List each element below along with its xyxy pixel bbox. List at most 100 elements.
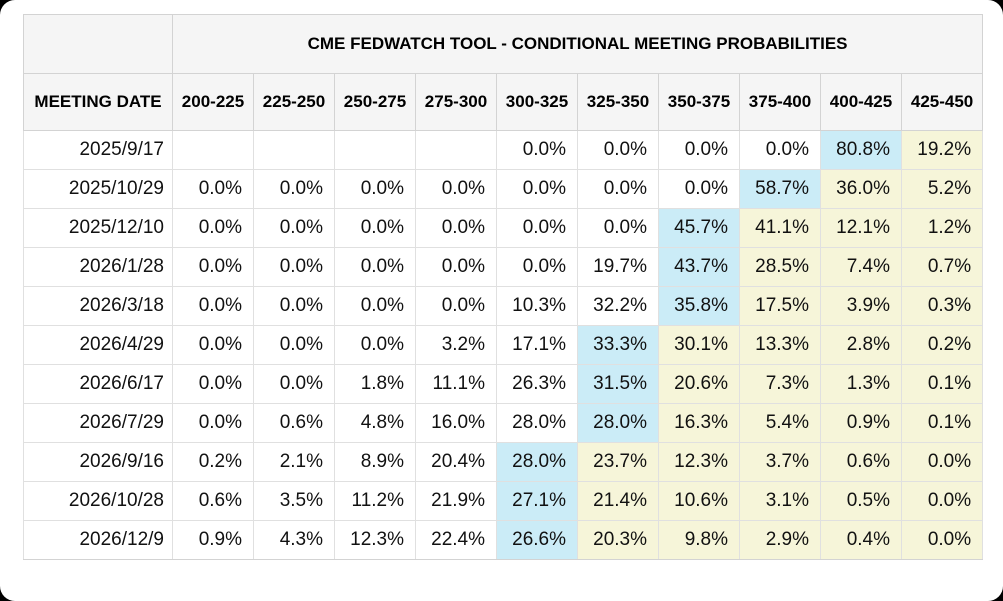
table-row: 2025/9/17 0.0% 0.0% 0.0% 0.0% 80.8% 19.2% (23, 130, 984, 170)
meeting-date-cell: 2026/4/29 (23, 325, 173, 365)
probability-cell: 3.9% (820, 286, 902, 326)
probability-cell: 1.8% (334, 364, 416, 404)
probability-cell: 28.0% (577, 403, 659, 443)
probability-cell: 3.1% (739, 481, 821, 521)
probability-cell: 13.3% (739, 325, 821, 365)
probability-cell: 23.7% (577, 442, 659, 482)
probability-cell: 11.2% (334, 481, 416, 521)
probability-cell: 1.3% (820, 364, 902, 404)
probability-cell: 0.0% (253, 286, 335, 326)
probability-cell: 0.0% (900, 442, 984, 482)
probability-cell: 0.0% (172, 169, 254, 209)
table-body: 2025/9/17 0.0% 0.0% 0.0% 0.0% 80.8% 19.2% 2025/… (23, 130, 984, 560)
probability-cell: 0.0% (415, 286, 497, 326)
probabilities-table: CME FEDWATCH TOOL - CONDITIONAL MEETING … (23, 14, 984, 560)
probability-cell: 28.0% (496, 403, 578, 443)
probability-cell: 5.2% (900, 169, 984, 209)
probability-cell: 16.3% (658, 403, 740, 443)
probability-cell: 0.0% (334, 286, 416, 326)
probability-cell: 33.3% (577, 325, 659, 365)
probability-cell: 45.7% (658, 208, 740, 248)
probability-cell: 10.6% (658, 481, 740, 521)
probability-cell: 28.5% (739, 247, 821, 287)
meeting-date-cell: 2026/10/28 (23, 481, 173, 521)
probability-cell: 0.0% (658, 169, 740, 209)
probability-cell (172, 130, 254, 170)
probability-cell: 21.4% (577, 481, 659, 521)
probability-cell: 35.8% (658, 286, 740, 326)
probability-cell: 5.4% (739, 403, 821, 443)
probability-cell: 12.3% (658, 442, 740, 482)
probability-cell: 0.6% (172, 481, 254, 521)
probability-cell: 0.0% (415, 169, 497, 209)
probability-cell: 0.3% (900, 286, 984, 326)
rate-column-header: 325-350 (577, 73, 659, 131)
probability-cell: 7.4% (820, 247, 902, 287)
probability-cell: 0.0% (900, 520, 984, 560)
probability-cell: 0.0% (334, 208, 416, 248)
probability-cell: 7.3% (739, 364, 821, 404)
probability-cell: 0.0% (658, 130, 740, 170)
probability-cell: 0.2% (900, 325, 984, 365)
meeting-date-cell: 2026/7/29 (23, 403, 173, 443)
probability-cell (334, 130, 416, 170)
probability-cell: 0.0% (172, 403, 254, 443)
probability-cell: 2.1% (253, 442, 335, 482)
table-row: 2026/1/28 0.0% 0.0% 0.0% 0.0% 0.0% 19.7% 43.7% 2… (23, 247, 984, 287)
probability-cell: 2.9% (739, 520, 821, 560)
probability-cell: 17.5% (739, 286, 821, 326)
probability-cell: 0.7% (900, 247, 984, 287)
probability-cell: 4.3% (253, 520, 335, 560)
rate-column-header: 300-325 (496, 73, 578, 131)
table-row: 2026/4/29 0.0% 0.0% 0.0% 3.2% 17.1% 33.3% 30.1%… (23, 325, 984, 365)
meeting-date-cell: 2026/6/17 (23, 364, 173, 404)
probability-cell: 26.3% (496, 364, 578, 404)
probability-cell: 0.0% (172, 247, 254, 287)
probability-cell: 0.0% (496, 247, 578, 287)
probability-cell: 20.3% (577, 520, 659, 560)
rate-column-header: 425-450 (900, 73, 984, 131)
rate-column-header: 400-425 (820, 73, 902, 131)
probability-cell: 28.0% (496, 442, 578, 482)
probability-cell: 27.1% (496, 481, 578, 521)
probability-cell (415, 130, 497, 170)
probability-cell: 32.2% (577, 286, 659, 326)
probability-cell: 0.0% (577, 130, 659, 170)
probability-cell: 0.0% (900, 481, 984, 521)
probability-cell: 0.0% (415, 208, 497, 248)
probability-cell: 1.2% (900, 208, 984, 248)
probability-cell: 20.6% (658, 364, 740, 404)
probability-cell: 0.6% (820, 442, 902, 482)
probability-cell: 0.0% (334, 247, 416, 287)
meeting-date-cell: 2026/1/28 (23, 247, 173, 287)
probability-cell: 0.0% (415, 247, 497, 287)
probability-cell: 0.5% (820, 481, 902, 521)
probability-cell: 0.0% (253, 208, 335, 248)
probability-cell: 26.6% (496, 520, 578, 560)
corner-cell (23, 14, 173, 74)
probability-cell: 21.9% (415, 481, 497, 521)
table-row: 2026/12/9 0.9% 4.3% 12.3% 22.4% 26.6% 20.3% 9.8… (23, 520, 984, 560)
title-row: CME FEDWATCH TOOL - CONDITIONAL MEETING … (23, 14, 984, 74)
meeting-date-header: MEETING DATE (23, 73, 173, 131)
probability-cell: 80.8% (820, 130, 902, 170)
table-row: 2025/12/10 0.0% 0.0% 0.0% 0.0% 0.0% 0.0% 45.7% 4… (23, 208, 984, 248)
probability-cell: 3.5% (253, 481, 335, 521)
meeting-date-cell: 2026/9/16 (23, 442, 173, 482)
probability-cell: 10.3% (496, 286, 578, 326)
table-row: 2026/10/28 0.6% 3.5% 11.2% 21.9% 27.1% 21.4% 10… (23, 481, 984, 521)
probability-cell: 12.3% (334, 520, 416, 560)
probability-cell: 0.0% (172, 286, 254, 326)
probability-cell: 19.7% (577, 247, 659, 287)
meeting-date-cell: 2025/12/10 (23, 208, 173, 248)
probability-cell: 0.4% (820, 520, 902, 560)
table-row: 2026/9/16 0.2% 2.1% 8.9% 20.4% 28.0% 23.7% 12.3… (23, 442, 984, 482)
probability-cell: 0.6% (253, 403, 335, 443)
rate-column-header: 350-375 (658, 73, 740, 131)
probability-cell: 0.0% (739, 130, 821, 170)
probability-cell: 0.0% (253, 247, 335, 287)
probability-cell: 0.0% (172, 364, 254, 404)
probability-cell: 0.1% (900, 364, 984, 404)
probability-cell: 0.0% (253, 169, 335, 209)
